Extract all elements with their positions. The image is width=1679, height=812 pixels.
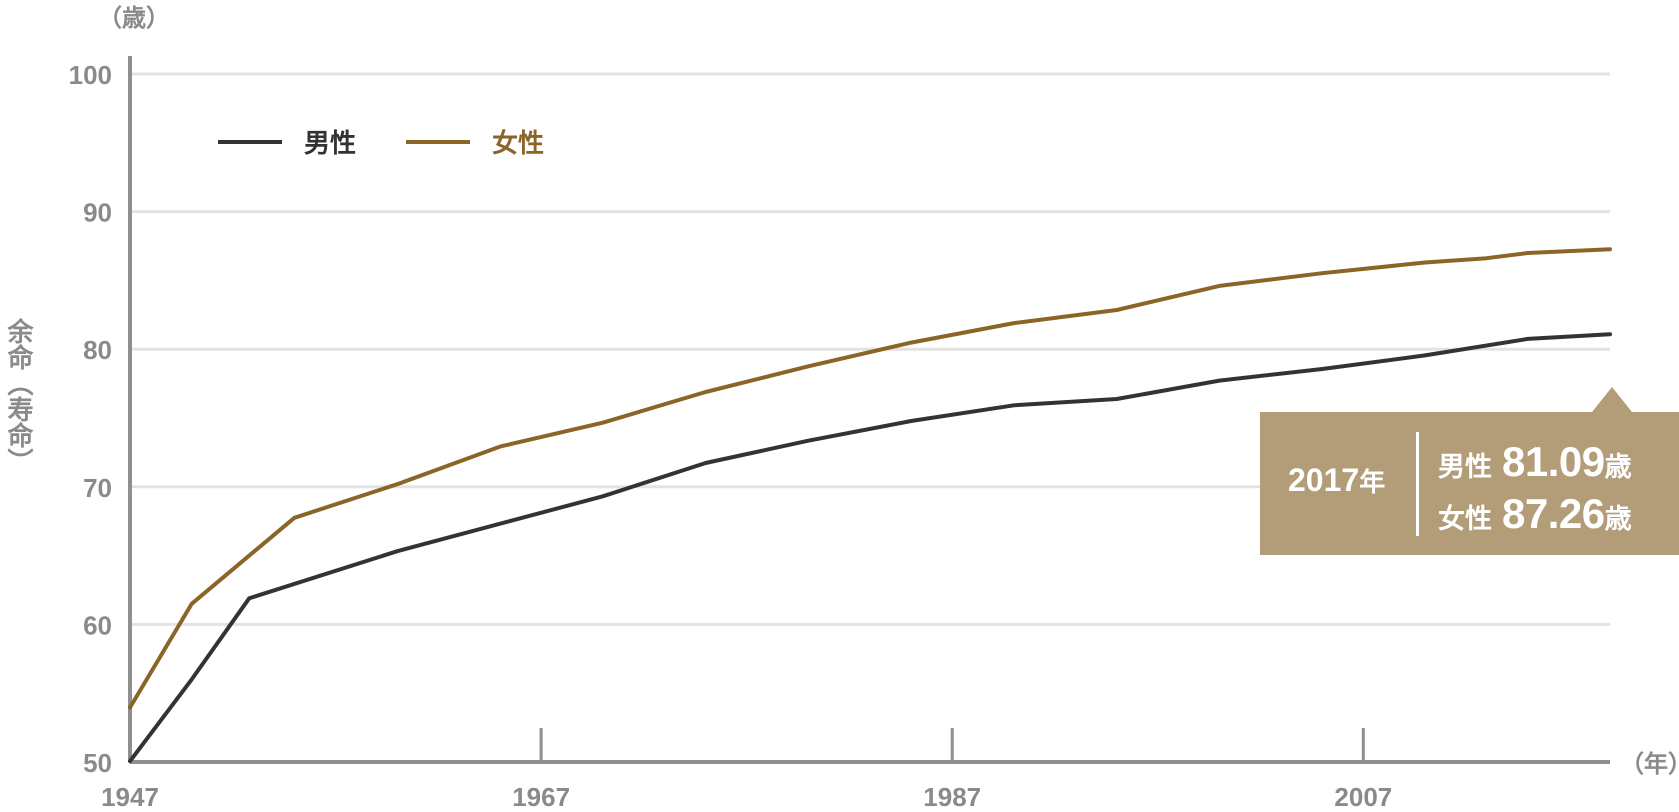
x-tick-label-1987: 1987 — [923, 782, 981, 812]
series-lines — [128, 247, 1612, 764]
callout-divider — [1416, 432, 1419, 536]
annotation-callout: 2017年 男性 81.09歳 女性 87.26歳 — [1260, 412, 1679, 555]
series-line-1 — [128, 332, 1612, 764]
series-line-2 — [128, 247, 1612, 710]
x-tick-label-1947: 1947 — [101, 782, 159, 812]
y-tick-label-70: 70 — [83, 473, 112, 503]
y-tick-labels: 50 60 70 80 90 100 — [69, 60, 112, 778]
y-axis-label: 余命（寿命） — [3, 318, 33, 474]
y-tick-label-100: 100 — [69, 60, 112, 90]
y-tick-label-50: 50 — [83, 748, 112, 778]
callout-female-label: 女性 — [1438, 504, 1492, 535]
y-unit-label: （歳） — [98, 4, 170, 32]
legend: 男性 女性 — [218, 128, 544, 159]
y-tick-label-60: 60 — [83, 610, 112, 640]
x-unit-label: （年） — [1620, 750, 1679, 778]
callout-male-value: 81.09 — [1502, 438, 1605, 485]
callout-male-unit: 歳 — [1604, 452, 1632, 483]
callout-male-label: 男性 — [1438, 452, 1492, 483]
x-tick-label-1967: 1967 — [512, 782, 570, 812]
callout-row-male: 男性 81.09歳 — [1438, 438, 1632, 486]
callout-row-female: 女性 87.26歳 — [1438, 490, 1632, 538]
callout-year-value: 2017 — [1288, 462, 1360, 498]
x-tick-label-2007: 2007 — [1334, 782, 1392, 812]
callout-pointer — [1592, 387, 1632, 412]
legend-label-2: 女性 — [492, 128, 544, 159]
axes — [128, 56, 1610, 764]
y-tick-label-90: 90 — [83, 198, 112, 228]
callout-year-unit: 年 — [1359, 468, 1386, 498]
y-tick-label-80: 80 — [83, 335, 112, 365]
callout-female-unit: 歳 — [1604, 504, 1632, 535]
legend-label-1: 男性 — [304, 129, 356, 159]
callout-year: 2017年 — [1288, 462, 1385, 499]
x-tick-labels: 1947 1967 1987 2007 — [101, 782, 1392, 812]
callout-female-value: 87.26 — [1502, 490, 1605, 537]
